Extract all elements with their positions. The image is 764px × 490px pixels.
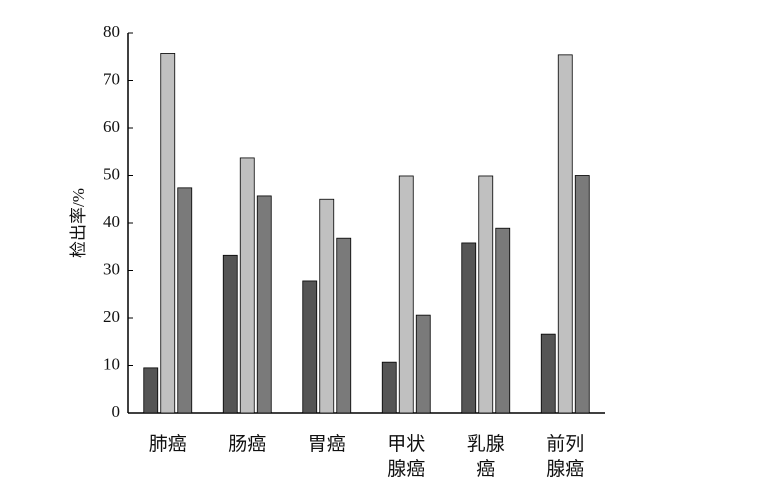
bar [495,227,511,414]
x-tick-label: 肺癌 [148,434,187,455]
y-tick-label: 60 [103,117,120,136]
bar [222,254,238,414]
bar [319,198,335,414]
bar [461,242,477,414]
bar [256,195,272,414]
bar [177,187,193,414]
bar [574,175,590,414]
y-tick-label: 0 [112,402,121,421]
y-tick-label: 70 [103,69,120,88]
bar [143,367,159,414]
bar [239,157,255,414]
bar [381,361,397,414]
bar [415,314,431,414]
bar [557,54,573,414]
y-tick-label: 20 [103,307,120,326]
x-tick-label: 乳腺癌 [466,434,505,480]
bar [160,53,176,414]
y-axis-label: 检出率/% [69,188,88,258]
y-tick-label: 40 [103,212,120,231]
bar [302,280,318,414]
x-tick-label: 前列腺癌 [546,434,585,480]
x-tick-label: 甲状腺癌 [387,434,426,480]
bar [398,175,414,414]
y-tick-label: 50 [103,164,120,183]
bar [478,175,494,414]
bar [540,333,556,414]
x-tick-label: 肠癌 [228,434,267,455]
y-tick-label: 10 [103,354,120,373]
bar [336,237,352,414]
x-tick-label: 胃癌 [307,434,346,455]
y-tick-label: 30 [103,259,120,278]
y-tick-label: 80 [103,22,120,41]
